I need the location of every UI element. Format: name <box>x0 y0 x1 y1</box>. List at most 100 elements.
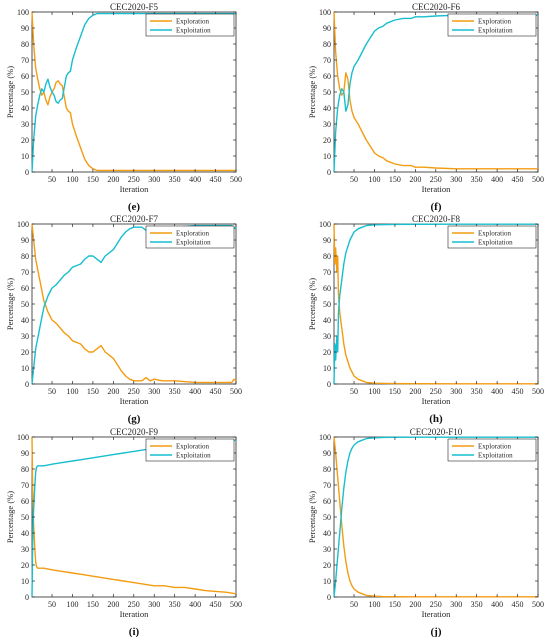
y-tick-label: 30 <box>21 120 29 129</box>
x-tick-label: 200 <box>107 387 119 396</box>
y-tick-label: 100 <box>17 220 29 229</box>
y-tick-label: 20 <box>323 348 331 357</box>
x-tick-label: 100 <box>368 387 380 396</box>
y-tick-label: 70 <box>21 481 29 490</box>
y-tick-label: 0 <box>327 380 331 389</box>
y-tick-label: 60 <box>323 284 331 293</box>
x-axis-label: Iteration <box>422 396 452 406</box>
y-tick-label: 10 <box>323 577 331 586</box>
x-axis-label: Iteration <box>422 609 452 619</box>
x-tick-label: 450 <box>512 600 524 609</box>
x-tick-label: 300 <box>148 175 160 184</box>
y-tick-label: 50 <box>21 300 29 309</box>
y-tick-label: 40 <box>21 316 29 325</box>
y-axis-label: Percentage (%) <box>5 491 15 543</box>
y-axis-label: Percentage (%) <box>307 278 317 330</box>
y-tick-label: 80 <box>323 252 331 261</box>
y-tick-label: 20 <box>21 348 29 357</box>
x-axis-label: Iteration <box>120 396 150 406</box>
y-tick-label: 10 <box>21 364 29 373</box>
y-tick-label: 80 <box>21 465 29 474</box>
x-tick-label: 200 <box>409 387 421 396</box>
y-tick-label: 0 <box>25 168 29 177</box>
y-tick-label: 60 <box>323 72 331 81</box>
x-tick-label: 400 <box>491 175 503 184</box>
chart-panel: 0 10 20 30 40 50 60 70 80 90 100 50 100 150 200 250 300 3… <box>5 214 242 425</box>
x-tick-label: 350 <box>169 387 181 396</box>
y-tick-label: 20 <box>21 136 29 145</box>
panel-label: (i) <box>129 626 140 637</box>
x-tick-label: 500 <box>532 387 544 396</box>
y-tick-label: 70 <box>21 56 29 65</box>
x-tick-label: 250 <box>128 387 140 396</box>
y-tick-label: 50 <box>323 300 331 309</box>
legend-label: Exploitation <box>478 27 513 35</box>
x-tick-label: 350 <box>471 600 483 609</box>
y-tick-label: 90 <box>323 236 331 245</box>
y-tick-label: 30 <box>323 545 331 554</box>
y-tick-label: 70 <box>323 268 331 277</box>
x-tick-label: 100 <box>368 600 380 609</box>
y-tick-label: 0 <box>25 593 29 602</box>
y-tick-label: 50 <box>21 88 29 97</box>
legend-label: Exploitation <box>176 239 211 247</box>
x-axis-label: Iteration <box>120 184 150 194</box>
x-tick-label: 500 <box>230 175 242 184</box>
y-tick-label: 0 <box>327 593 331 602</box>
y-tick-label: 20 <box>323 561 331 570</box>
x-tick-label: 400 <box>189 387 201 396</box>
x-tick-label: 250 <box>430 175 442 184</box>
legend-label: Exploration <box>176 443 210 451</box>
x-tick-label: 50 <box>350 600 358 609</box>
y-tick-label: 0 <box>327 168 331 177</box>
chart-panel: 0 10 20 30 40 50 60 70 80 90 100 50 100 150 200 250 300 3… <box>5 427 242 637</box>
x-tick-label: 500 <box>230 387 242 396</box>
y-tick-label: 0 <box>25 380 29 389</box>
series-line-exploration <box>31 436 237 595</box>
y-tick-label: 80 <box>323 40 331 49</box>
y-tick-label: 30 <box>21 545 29 554</box>
x-tick-label: 50 <box>48 600 56 609</box>
chart-title: CEC2020-F6 <box>412 2 461 12</box>
x-tick-label: 250 <box>128 600 140 609</box>
series-line-exploitation <box>31 12 236 173</box>
y-tick-label: 90 <box>21 236 29 245</box>
x-tick-label: 150 <box>389 600 401 609</box>
y-tick-label: 30 <box>323 120 331 129</box>
y-tick-label: 60 <box>323 497 331 506</box>
plot-frame <box>333 11 539 173</box>
x-tick-label: 300 <box>450 175 462 184</box>
y-tick-label: 40 <box>323 316 331 325</box>
y-tick-label: 100 <box>319 220 331 229</box>
y-axis-label: Percentage (%) <box>307 66 317 118</box>
series-line-exploration <box>31 223 237 384</box>
y-tick-label: 80 <box>323 465 331 474</box>
y-axis-label: Percentage (%) <box>307 491 317 543</box>
y-tick-label: 50 <box>21 513 29 522</box>
chart-panel: 0 10 20 30 40 50 60 70 80 90 100 50 100 150 200 250 300 3… <box>307 2 544 213</box>
x-tick-label: 450 <box>210 387 222 396</box>
y-tick-label: 90 <box>323 24 331 33</box>
y-tick-label: 60 <box>21 284 29 293</box>
plot-frame <box>333 223 539 385</box>
y-tick-label: 70 <box>323 481 331 490</box>
y-tick-label: 90 <box>21 24 29 33</box>
legend-label: Exploitation <box>478 452 513 460</box>
x-tick-label: 400 <box>189 175 201 184</box>
y-tick-label: 90 <box>21 449 29 458</box>
chart-panel: 0 10 20 30 40 50 60 70 80 90 100 50 100 150 200 250 300 3… <box>5 2 242 213</box>
x-tick-label: 250 <box>430 387 442 396</box>
series-line-exploration <box>31 11 236 172</box>
x-tick-label: 150 <box>389 387 401 396</box>
y-tick-label: 30 <box>323 332 331 341</box>
x-tick-label: 450 <box>210 600 222 609</box>
x-tick-label: 500 <box>532 175 544 184</box>
y-tick-label: 40 <box>323 104 331 113</box>
x-tick-label: 150 <box>389 175 401 184</box>
x-tick-label: 150 <box>87 175 99 184</box>
y-axis-label: Percentage (%) <box>5 66 15 118</box>
chart-title: CEC2020-F9 <box>110 427 159 437</box>
y-tick-label: 60 <box>21 497 29 506</box>
